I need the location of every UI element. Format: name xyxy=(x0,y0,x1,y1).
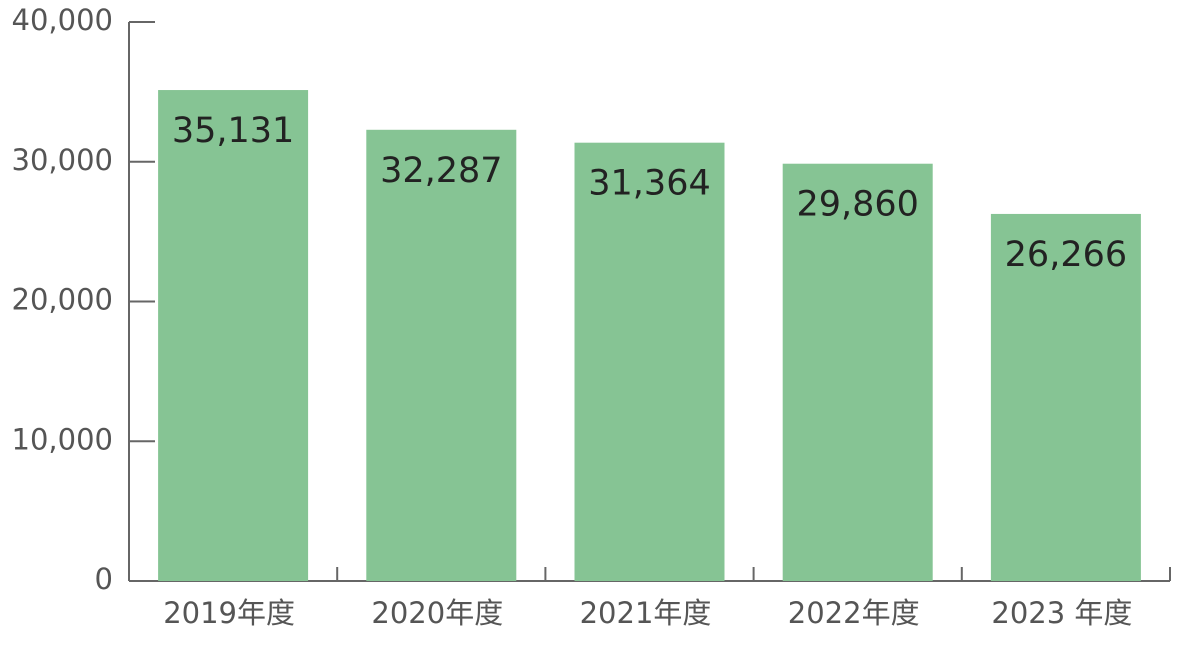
value-label: 26,266 xyxy=(1005,235,1127,275)
y-tick-label: 0 xyxy=(95,562,113,596)
bar xyxy=(990,213,1141,581)
value-label: 29,860 xyxy=(796,185,918,225)
y-tick-label: 30,000 xyxy=(12,143,113,177)
x-tick-label: 2021年度 xyxy=(580,596,712,630)
x-tick-label: 2022年度 xyxy=(788,596,920,630)
bar xyxy=(366,129,517,581)
bar xyxy=(782,163,933,582)
bar xyxy=(158,90,309,581)
value-label: 32,287 xyxy=(380,151,502,191)
value-label: 31,364 xyxy=(588,164,710,204)
x-tick-label: 2020年度 xyxy=(371,596,503,630)
y-tick-label: 20,000 xyxy=(12,283,113,317)
y-tick-label: 40,000 xyxy=(12,3,113,37)
x-tick-label: 2019年度 xyxy=(163,596,295,630)
x-tick-label: 2023 年度 xyxy=(991,596,1132,630)
y-tick-label: 10,000 xyxy=(12,422,113,456)
bar xyxy=(574,142,725,581)
value-label: 35,131 xyxy=(172,111,294,151)
